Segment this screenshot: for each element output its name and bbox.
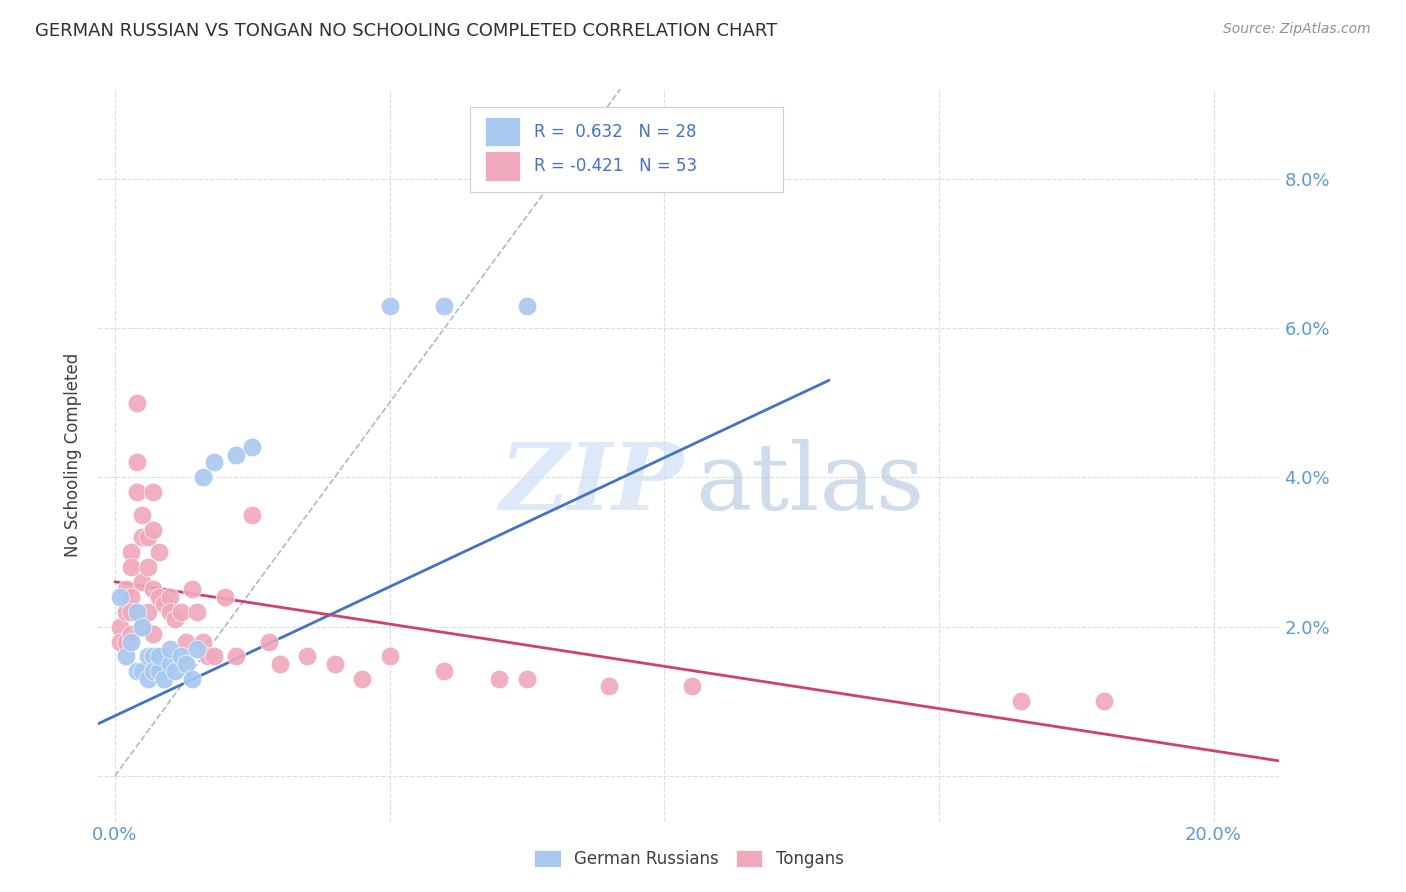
Point (120, 627, 142, 641)
Point (159, 605, 181, 619)
Text: Source: ZipAtlas.com: Source: ZipAtlas.com (1223, 22, 1371, 37)
Point (176, 657, 198, 671)
Point (131, 619, 153, 633)
Point (159, 590, 181, 604)
Point (165, 612, 187, 626)
Point (136, 530, 159, 544)
Point (1010, 694, 1032, 708)
FancyBboxPatch shape (471, 108, 783, 192)
Text: R = -0.421   N = 53: R = -0.421 N = 53 (534, 157, 697, 175)
Text: GERMAN RUSSIAN VS TONGAN NO SCHOOLING COMPLETED CORRELATION CHART: GERMAN RUSSIAN VS TONGAN NO SCHOOLING CO… (35, 22, 778, 40)
Point (378, 649, 401, 664)
Point (120, 605, 142, 619)
Point (170, 605, 193, 619)
Point (197, 649, 219, 664)
FancyBboxPatch shape (485, 117, 520, 146)
Point (378, 299, 401, 313)
Point (488, 672, 510, 686)
Point (191, 634, 214, 648)
Point (148, 665, 170, 679)
Point (125, 605, 148, 619)
Point (214, 590, 236, 604)
Point (225, 448, 247, 462)
Point (352, 672, 374, 686)
Point (142, 649, 165, 664)
Point (240, 441, 263, 455)
Point (1092, 694, 1115, 708)
Point (159, 657, 181, 671)
Point (191, 470, 214, 484)
Point (115, 605, 138, 619)
Point (120, 590, 142, 604)
Point (142, 627, 165, 641)
Point (257, 634, 280, 648)
Point (125, 665, 148, 679)
Point (516, 672, 538, 686)
Point (110, 590, 132, 604)
Point (115, 634, 138, 648)
Point (240, 508, 263, 522)
Point (186, 605, 208, 619)
Point (202, 649, 225, 664)
Point (180, 672, 202, 686)
FancyBboxPatch shape (485, 152, 520, 180)
Point (136, 649, 159, 664)
Point (148, 545, 170, 559)
Point (115, 649, 138, 664)
Point (131, 665, 153, 679)
Point (131, 530, 153, 544)
Point (131, 574, 153, 589)
Point (323, 657, 346, 671)
Y-axis label: No Schooling Completed: No Schooling Completed (65, 353, 83, 557)
Point (153, 597, 176, 611)
Point (120, 545, 142, 559)
Point (131, 508, 153, 522)
Point (110, 634, 132, 648)
Point (148, 649, 170, 664)
Point (131, 619, 153, 633)
Text: R =  0.632   N = 28: R = 0.632 N = 28 (534, 122, 697, 141)
Point (153, 672, 176, 686)
Point (202, 455, 225, 469)
Point (110, 619, 132, 633)
Point (136, 672, 159, 686)
Point (681, 679, 703, 693)
Point (176, 634, 198, 648)
Text: ZIP: ZIP (499, 439, 683, 529)
Point (269, 657, 291, 671)
Point (120, 560, 142, 574)
Point (120, 634, 142, 648)
Point (125, 455, 148, 469)
Point (142, 665, 165, 679)
Point (125, 395, 148, 409)
Point (159, 642, 181, 657)
Point (148, 590, 170, 604)
Point (125, 485, 148, 500)
Point (136, 560, 159, 574)
Point (165, 665, 187, 679)
Point (142, 523, 165, 537)
Point (142, 582, 165, 597)
Point (225, 649, 247, 664)
Point (433, 665, 456, 679)
Point (136, 605, 159, 619)
Point (115, 582, 138, 597)
Point (295, 649, 318, 664)
Point (170, 649, 193, 664)
Point (180, 582, 202, 597)
Point (186, 642, 208, 657)
Point (142, 485, 165, 500)
Point (598, 679, 620, 693)
Point (433, 299, 456, 313)
Point (516, 299, 538, 313)
Legend: German Russians, Tongans: German Russians, Tongans (527, 843, 851, 874)
Text: atlas: atlas (695, 439, 924, 529)
